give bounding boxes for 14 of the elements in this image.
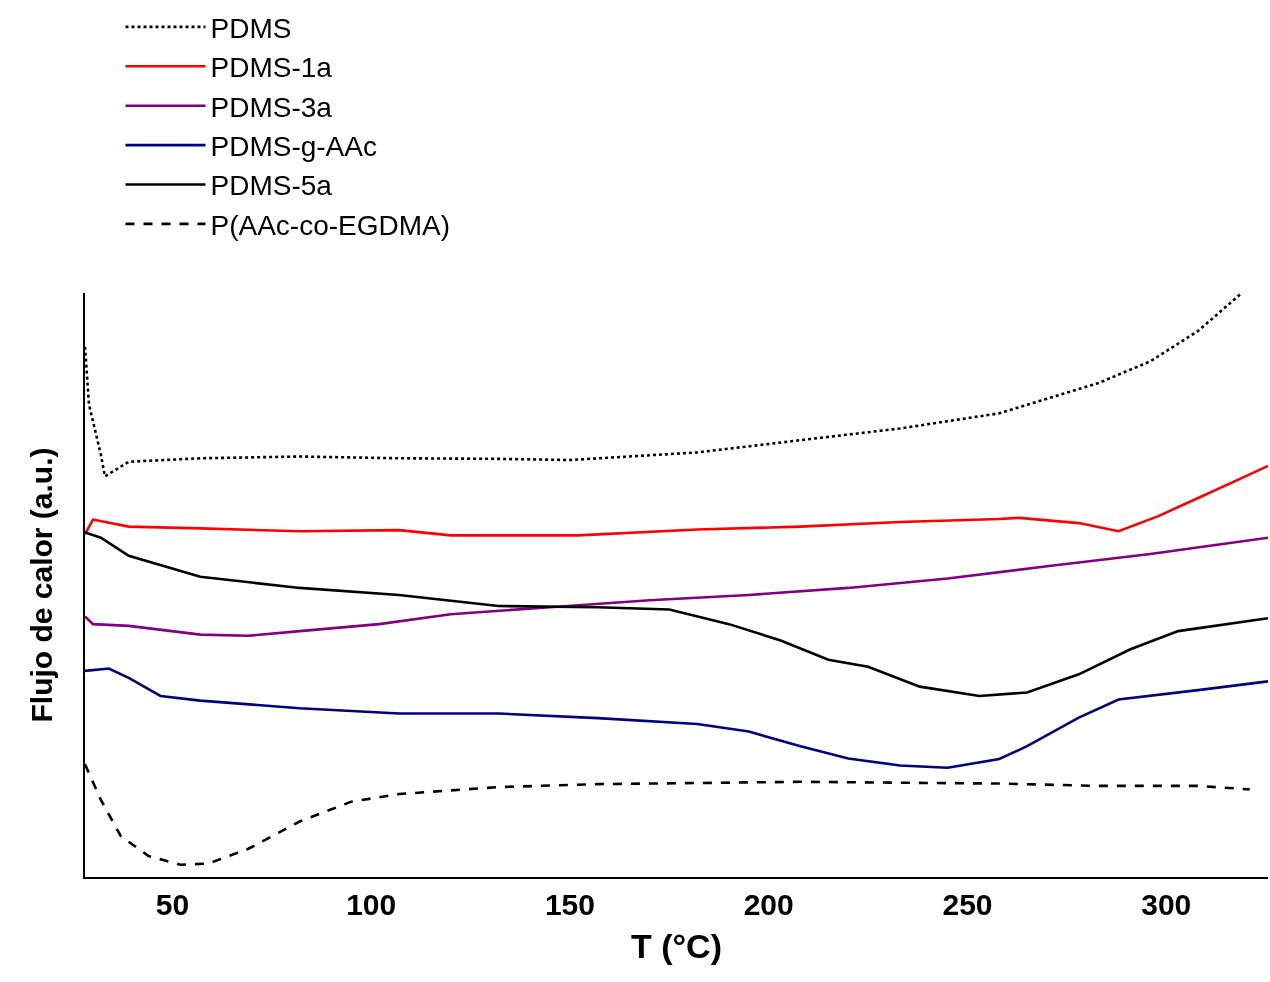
x-tick-label: 250 xyxy=(942,888,993,921)
x-tick-label: 150 xyxy=(544,888,595,921)
legend-label: PDMS-3a xyxy=(210,91,333,123)
legend-label: PDMS xyxy=(210,12,292,44)
x-tick-label: 50 xyxy=(155,888,190,921)
x-tick-label: 200 xyxy=(743,888,794,921)
legend-label: P(AAc-co-EGDMA) xyxy=(210,209,451,241)
x-tick-label: 300 xyxy=(1141,888,1192,921)
legend-label: PDMS-5a xyxy=(210,170,333,202)
x-axis-title: T (°C) xyxy=(630,926,723,965)
x-tick-label: 100 xyxy=(346,888,397,921)
y-axis-title: Flujo de calor (a.u.) xyxy=(24,447,58,723)
legend-label: PDMS-1a xyxy=(210,52,333,84)
legend-label: PDMS-g-AAc xyxy=(210,131,377,163)
